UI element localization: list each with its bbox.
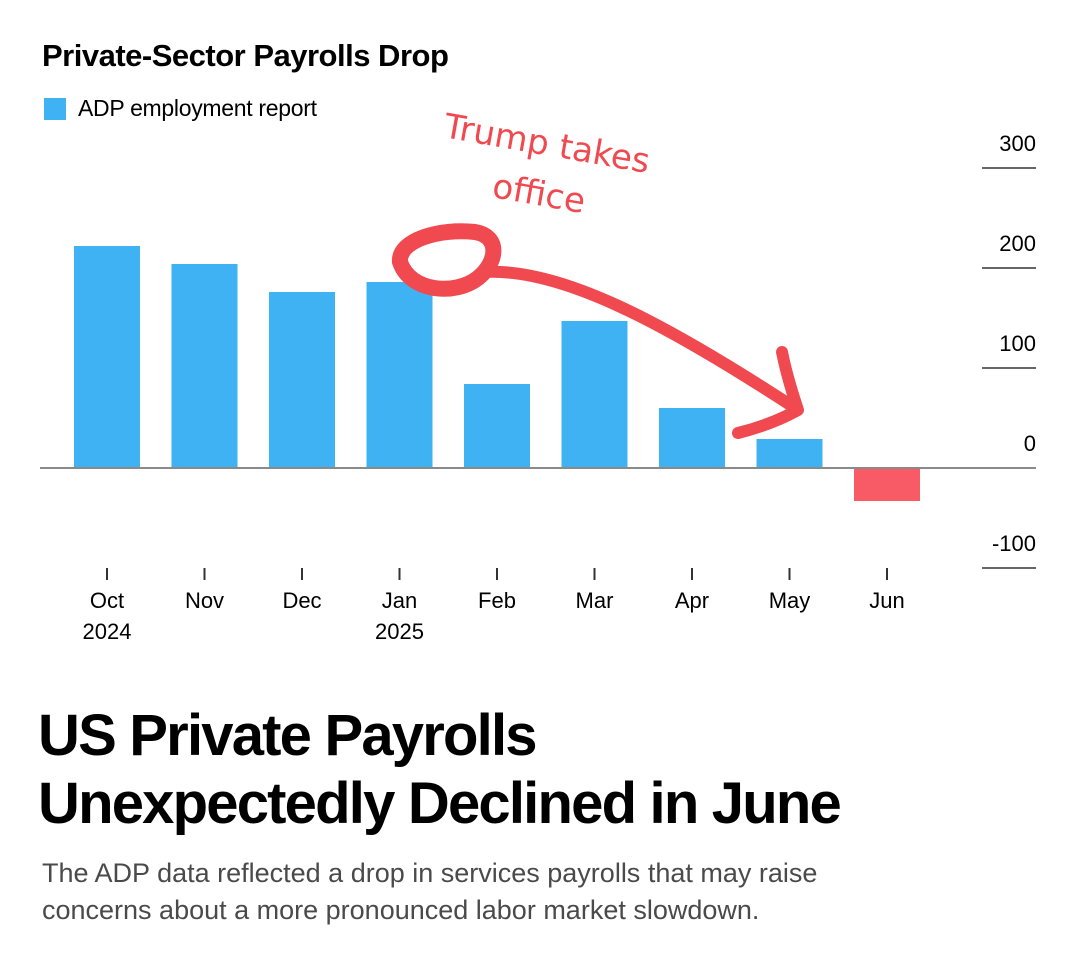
subtitle: The ADP data reflected a drop in service… xyxy=(42,855,1042,929)
headline-line1: US Private Payrolls xyxy=(38,703,538,768)
annotation-text-line1: Trump takes xyxy=(440,106,653,182)
x-tick-label: Mar xyxy=(576,588,614,613)
bar-nov xyxy=(171,264,238,468)
bar-may xyxy=(756,439,823,468)
x-tick-label: May xyxy=(769,588,811,613)
y-tick-label: 100 xyxy=(999,331,1036,356)
legend-label: ADP employment report xyxy=(78,95,317,121)
bar-dec xyxy=(269,292,335,468)
subtitle-line1: The ADP data reflected a drop in service… xyxy=(42,858,818,888)
annotation-text-line2: office xyxy=(489,166,588,222)
y-tick-label: -100 xyxy=(992,531,1036,556)
x-tick-label: Jan xyxy=(382,588,417,613)
y-axis: 300 200 100 0 -100 xyxy=(982,131,1036,569)
y-tick-label: 0 xyxy=(1024,431,1036,456)
bar-jun xyxy=(854,468,920,501)
bars-layer xyxy=(40,246,1036,501)
headline-line2: Unexpectedly Declined in June xyxy=(38,771,842,836)
bar-mar xyxy=(561,321,628,468)
annotation-arrowhead xyxy=(732,346,804,439)
legend-swatch xyxy=(44,97,66,120)
subtitle-line2: concerns about a more pronounced labor m… xyxy=(42,895,760,925)
annotation-arrow xyxy=(479,265,801,414)
bar-jan xyxy=(366,282,433,468)
chart-title: Private-Sector Payrolls Drop xyxy=(42,38,449,73)
bar-apr xyxy=(659,408,725,468)
y-tick-label: 200 xyxy=(999,231,1036,256)
y-tick-label: 300 xyxy=(999,131,1036,156)
x-tick-label: Apr xyxy=(675,588,709,613)
x-tick-label: Dec xyxy=(282,588,321,613)
x-tick-label: Jun xyxy=(869,588,904,613)
x-tick-label: Feb xyxy=(478,588,516,613)
bar-feb xyxy=(464,384,530,468)
x-tick-label: Nov xyxy=(185,588,224,613)
bar-chart: 300 200 100 0 -100 Oct 2024 Nov Dec Jan 2025 Feb Ma… xyxy=(40,106,1036,644)
x-tick-label: Oct xyxy=(90,588,124,613)
bar-oct xyxy=(74,246,140,468)
x-tick-label: 2024 xyxy=(83,619,132,644)
legend: ADP employment report xyxy=(44,95,317,122)
x-axis: Oct 2024 Nov Dec Jan 2025 Feb Mar Apr May Jun xyxy=(83,568,905,644)
annotation-circle xyxy=(392,223,502,297)
headline: US Private Payrolls Unexpectedly Decline… xyxy=(38,702,1038,838)
x-tick-label: 2025 xyxy=(375,619,424,644)
